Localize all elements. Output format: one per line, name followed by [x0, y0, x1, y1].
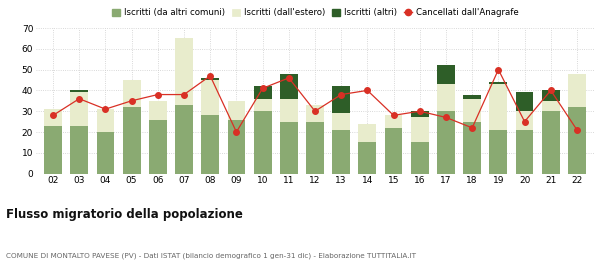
Bar: [123, 107, 140, 174]
Bar: [411, 117, 428, 143]
Bar: [227, 101, 245, 120]
Bar: [437, 66, 455, 84]
Bar: [97, 132, 115, 174]
Bar: [542, 90, 560, 101]
Bar: [358, 124, 376, 143]
Bar: [437, 84, 455, 111]
Bar: [332, 86, 350, 113]
Bar: [490, 82, 507, 84]
Bar: [227, 120, 245, 174]
Bar: [123, 80, 140, 107]
Bar: [463, 99, 481, 122]
Bar: [411, 143, 428, 174]
Bar: [44, 109, 62, 126]
Bar: [70, 126, 88, 174]
Bar: [280, 122, 298, 174]
Bar: [358, 143, 376, 174]
Bar: [149, 101, 167, 120]
Bar: [437, 111, 455, 174]
Bar: [254, 111, 272, 174]
Bar: [463, 95, 481, 99]
Bar: [175, 38, 193, 105]
Bar: [202, 78, 219, 80]
Bar: [149, 120, 167, 174]
Bar: [306, 122, 324, 174]
Legend: Iscritti (da altri comuni), Iscritti (dall'estero), Iscritti (altri), Cancellati: Iscritti (da altri comuni), Iscritti (da…: [108, 5, 522, 21]
Bar: [202, 80, 219, 115]
Bar: [306, 105, 324, 122]
Bar: [280, 74, 298, 99]
Bar: [97, 109, 115, 132]
Bar: [70, 90, 88, 92]
Bar: [411, 111, 428, 117]
Bar: [332, 130, 350, 174]
Bar: [332, 113, 350, 130]
Bar: [490, 130, 507, 174]
Bar: [463, 122, 481, 174]
Bar: [202, 115, 219, 174]
Bar: [254, 86, 272, 99]
Bar: [385, 128, 403, 174]
Bar: [70, 92, 88, 126]
Text: COMUNE DI MONTALTO PAVESE (PV) - Dati ISTAT (bilancio demografico 1 gen-31 dic) : COMUNE DI MONTALTO PAVESE (PV) - Dati IS…: [6, 253, 416, 259]
Bar: [542, 101, 560, 111]
Bar: [175, 105, 193, 174]
Bar: [490, 84, 507, 130]
Bar: [385, 115, 403, 128]
Bar: [568, 74, 586, 107]
Text: Flusso migratorio della popolazione: Flusso migratorio della popolazione: [6, 208, 243, 221]
Bar: [280, 99, 298, 122]
Bar: [254, 99, 272, 111]
Bar: [542, 111, 560, 174]
Bar: [515, 130, 533, 174]
Bar: [44, 126, 62, 174]
Bar: [515, 111, 533, 130]
Bar: [515, 92, 533, 111]
Bar: [568, 107, 586, 174]
